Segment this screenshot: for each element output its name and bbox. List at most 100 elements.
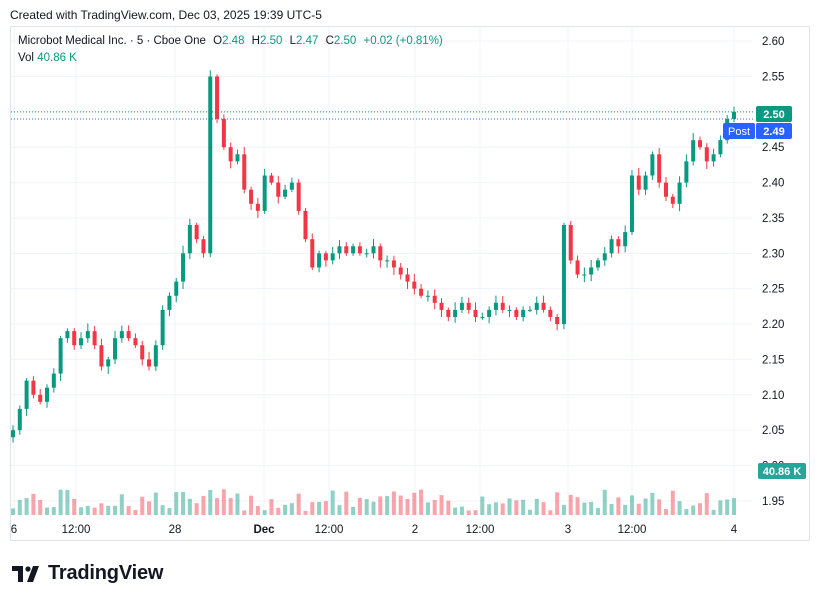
volume-bar (677, 501, 682, 515)
candle-body (609, 239, 614, 254)
volume-bar (160, 505, 165, 515)
candle-body (17, 408, 22, 431)
volume-bar (534, 498, 539, 515)
candle-body (364, 253, 369, 255)
candle-body (623, 232, 628, 247)
volume-bar (310, 502, 315, 515)
volume-bar (555, 492, 560, 515)
candle-body (446, 309, 451, 317)
candle-body (133, 338, 138, 346)
volume-bars (11, 489, 736, 515)
volume-bar (657, 499, 662, 515)
symbol-title[interactable]: Microbot Medical Inc. · 5 · Cboe One (18, 35, 206, 47)
volume-bar (473, 510, 478, 515)
volume-bar (541, 502, 546, 515)
candle-body (289, 182, 294, 190)
post-price-badge: 2.49 (763, 126, 784, 138)
candle-body (412, 281, 417, 289)
candle-body (181, 253, 186, 282)
candle-body (147, 359, 152, 367)
volume-bar (500, 503, 505, 515)
volume-bar (670, 490, 675, 515)
volume-bar (51, 507, 56, 515)
candle-body (160, 309, 165, 346)
volume-bar (412, 492, 417, 515)
y-tick-label: 2.30 (762, 248, 784, 260)
volume-bar (255, 505, 260, 515)
high-label: H (251, 35, 260, 47)
volume-label: Vol (18, 52, 34, 64)
volume-bar (24, 498, 29, 515)
volume-legend: Vol 40.86 K (18, 52, 77, 64)
volume-bar (650, 492, 655, 515)
volume-bar (45, 507, 50, 515)
candle-body (405, 274, 410, 282)
candle-body (691, 140, 696, 162)
volume-bar (459, 506, 464, 515)
candle-body (568, 225, 573, 261)
price-lines (11, 111, 755, 120)
volume-badge: 40.86 K (763, 466, 802, 478)
volume-bar (92, 507, 97, 515)
volume-bar (385, 496, 390, 515)
volume-bar (636, 503, 641, 515)
volume-bar (616, 497, 621, 515)
volume-bar (215, 498, 220, 515)
candle-body (31, 380, 36, 395)
candle-body (670, 196, 675, 204)
candle-body (99, 345, 104, 367)
candle-body (684, 161, 689, 183)
grid-lines (11, 27, 752, 515)
volume-bar (174, 492, 179, 515)
volume-bar (691, 505, 696, 515)
volume-bar (323, 501, 328, 515)
x-tick-label: 12:00 (618, 524, 647, 536)
chart-frame (10, 26, 810, 541)
candle-body (514, 309, 519, 317)
candle-body (398, 267, 403, 275)
candle-body (65, 331, 70, 339)
volume-bar (242, 510, 247, 515)
volume-bar (99, 503, 104, 515)
last-price-badge-bg (756, 106, 792, 122)
volume-bar (337, 505, 342, 515)
candle-body (595, 260, 600, 268)
candle-body (453, 309, 458, 317)
volume-bar (194, 503, 199, 515)
volume-bar (106, 505, 111, 515)
volume-bar (140, 496, 145, 515)
candle-body (11, 430, 15, 438)
volume-bar (357, 497, 362, 515)
candle-body (432, 295, 437, 303)
volume-bar (684, 509, 689, 515)
created-with-caption: Created with TradingView.com, Dec 03, 20… (10, 8, 322, 22)
candle-body (425, 295, 430, 297)
volume-bar (58, 489, 63, 515)
candle-body (459, 302, 464, 310)
x-tick-label: 4 (731, 524, 738, 536)
volume-bar (561, 504, 566, 515)
close-label: C (325, 35, 334, 47)
volume-bar (643, 498, 648, 515)
close-value: 2.50 (333, 35, 357, 47)
volume-bar (330, 490, 335, 515)
x-tick-label: 12:00 (315, 524, 344, 536)
tradingview-logo[interactable]: TradingView (12, 562, 163, 585)
volume-bar (79, 507, 84, 515)
volume-bar (249, 495, 254, 515)
volume-bar (704, 493, 709, 515)
candle-body (616, 239, 621, 247)
candle-body (85, 331, 90, 339)
volume-bar (725, 499, 730, 515)
y-tick-label: 2.25 (762, 284, 784, 296)
candle-body (269, 175, 274, 183)
candle-body (45, 387, 50, 402)
tradingview-logo-icon (12, 565, 39, 582)
y-tick-label: 1.95 (762, 496, 784, 508)
volume-bar (575, 497, 580, 515)
volume-bar (582, 502, 587, 515)
volume-bar (419, 489, 424, 515)
y-tick-label: 2.35 (762, 213, 784, 225)
volume-bar (378, 496, 383, 515)
